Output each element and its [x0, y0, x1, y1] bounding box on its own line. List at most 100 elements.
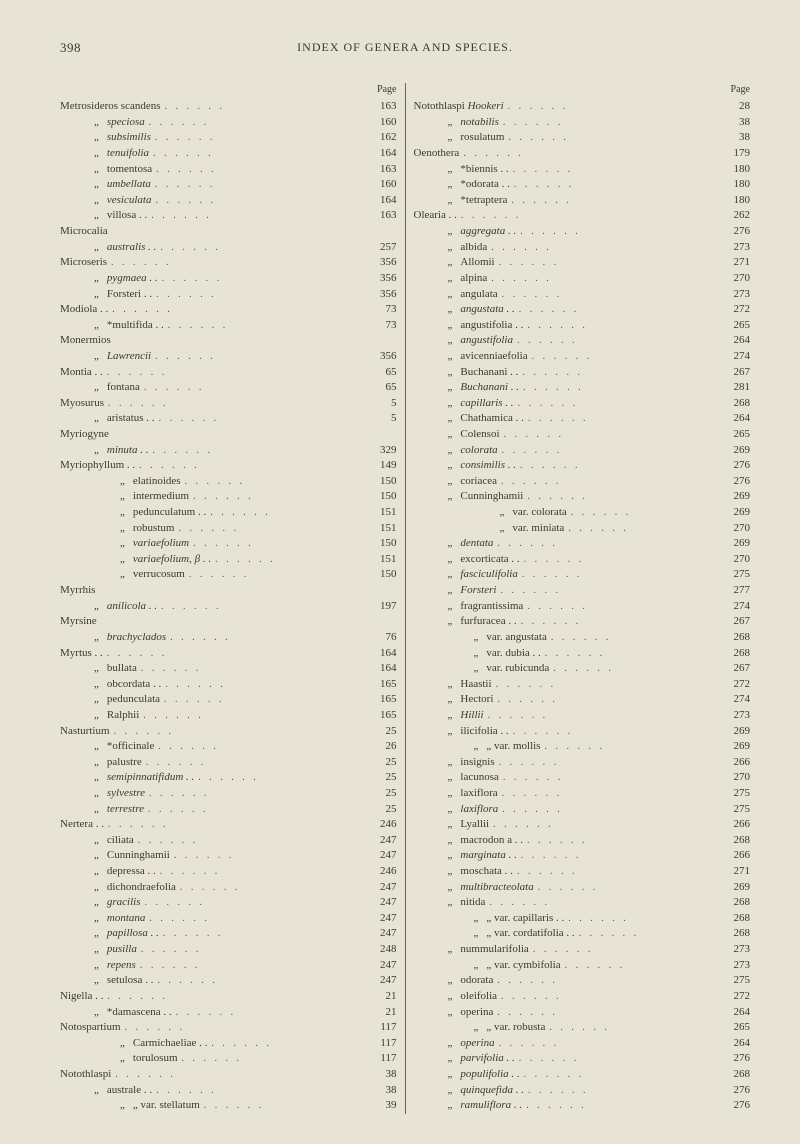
leader-dots: . . . . . . — [457, 209, 726, 223]
entry-page-number: 150 — [373, 489, 397, 505]
leader-dots: . . . . . . — [523, 490, 726, 504]
index-entry: „„ var. stellatum. . . . . .39 — [60, 1098, 397, 1114]
index-entry: „var. rubicunda. . . . . .267 — [414, 661, 751, 677]
entry-page-number: 25 — [373, 724, 397, 740]
leader-dots: . . . . . . — [200, 1099, 373, 1113]
leader-dots: . . . . . . — [206, 506, 372, 520]
index-entry: „fontana. . . . . .65 — [60, 380, 397, 396]
index-entry: „quinquefida . .. . . . . .276 — [414, 1083, 751, 1099]
entry-text: Notospartium — [60, 1020, 121, 1036]
page-header: 398 INDEX OF GENERA AND SPECIES. — [60, 40, 750, 55]
leader-dots: . . . . . . — [121, 1021, 373, 1035]
leader-dots: . . . . . . — [515, 1052, 726, 1066]
entry-text: „notabilis — [414, 115, 499, 131]
entry-text: „colorata — [414, 443, 498, 459]
leader-dots: . . . . . . — [567, 506, 726, 520]
entry-page-number: 264 — [726, 1005, 750, 1021]
entry-page-number: 276 — [726, 458, 750, 474]
index-entry: „villosa . .. . . . . .163 — [60, 208, 397, 224]
leader-dots: . . . . . . — [152, 1084, 372, 1098]
index-entry: „operina. . . . . .264 — [414, 1005, 751, 1021]
entry-text: „Allomii — [414, 255, 495, 271]
entry-text: „torulosum — [60, 1051, 178, 1067]
entry-text: „var. rubicunda — [414, 661, 550, 677]
leader-dots: . . . . . . — [520, 1068, 726, 1082]
leader-dots: . . . . . . — [134, 834, 373, 848]
entry-text: „Cunninghamii — [60, 848, 170, 864]
index-entry: „moschata . .. . . . . .271 — [414, 864, 751, 880]
index-entry: „Carmichaeliae . .. . . . . .117 — [60, 1036, 397, 1052]
entry-page-number: 160 — [373, 177, 397, 193]
entry-page-number: 38 — [726, 130, 750, 146]
index-entry: Oenothera. . . . . .179 — [414, 146, 751, 162]
leader-dots: . . . . . . — [152, 163, 372, 177]
entry-text: „*biennis . . — [414, 162, 509, 178]
leader-dots: . . . . . . — [493, 1006, 726, 1020]
entry-text: Montia . . — [60, 365, 103, 381]
entry-page-number: 272 — [726, 302, 750, 318]
leader-dots: . . . . . . — [499, 116, 726, 130]
entry-page-number: 65 — [373, 380, 397, 396]
entry-text: „obcordata . . — [60, 677, 161, 693]
index-entry: „angulata. . . . . .273 — [414, 287, 751, 303]
index-entry: „Buchanani . .. . . . . .267 — [414, 365, 751, 381]
entry-page-number: 179 — [726, 146, 750, 162]
leader-dots: . . . . . . — [178, 1052, 373, 1066]
entry-text: „var. dubia . . — [414, 646, 541, 662]
entry-page-number: 264 — [726, 1036, 750, 1052]
index-entry: „marginata . .. . . . . .266 — [414, 848, 751, 864]
entry-page-number: 270 — [726, 770, 750, 786]
index-entry: „operina. . . . . .264 — [414, 1036, 751, 1052]
entry-page-number: 164 — [373, 646, 397, 662]
leader-dots: . . . . . . — [485, 896, 726, 910]
index-entry: „fasciculifolia. . . . . .275 — [414, 567, 751, 583]
entry-text: „bullata — [60, 661, 137, 677]
entry-page-number: 269 — [726, 536, 750, 552]
leader-dots: . . . . . . — [153, 974, 372, 988]
leader-dots: . . . . . . — [541, 647, 726, 661]
index-entry: „alpina. . . . . .270 — [414, 271, 751, 287]
entry-text: „moschata . . — [414, 864, 513, 880]
index-entry: „„ var. robusta. . . . . .265 — [414, 1020, 751, 1036]
leader-dots: . . . . . . — [154, 740, 372, 754]
leader-dots: . . . . . . — [524, 412, 726, 426]
index-entry: Notospartium. . . . . .117 — [60, 1020, 397, 1036]
entry-text: Microcalia — [60, 224, 108, 240]
index-entry: „dentata. . . . . .269 — [414, 536, 751, 552]
leader-dots: . . . . . . — [498, 288, 726, 302]
entry-text: „Colensoi — [414, 427, 500, 443]
entry-page-number: 73 — [373, 302, 397, 318]
entry-text: „elatinoides — [60, 474, 181, 490]
leader-dots: . . . . . . — [513, 865, 726, 879]
entry-text: „Chathamica . . — [414, 411, 524, 427]
index-entry: „speciosa. . . . . .160 — [60, 115, 397, 131]
leader-dots: . . . . . . — [141, 896, 373, 910]
entry-text: „pygmaea . . — [60, 271, 158, 287]
index-entry: „vesiculata. . . . . .164 — [60, 193, 397, 209]
entry-text: „aggregata . . — [414, 224, 517, 240]
index-entry: „variaefolium, β . .. . . . . .151 — [60, 552, 397, 568]
index-entry: „repens. . . . . .247 — [60, 958, 397, 974]
index-entry: „sylvestre. . . . . .25 — [60, 786, 397, 802]
entry-page-number: 275 — [726, 786, 750, 802]
entry-page-number: 21 — [373, 989, 397, 1005]
index-entry: „elatinoides. . . . . .150 — [60, 474, 397, 490]
leader-dots: . . . . . . — [517, 615, 726, 629]
entry-text: „laxiflora — [414, 786, 498, 802]
index-entry: „montana. . . . . .247 — [60, 911, 397, 927]
entry-page-number: 356 — [373, 349, 397, 365]
entry-text: „„ var. capillaris . . — [414, 911, 565, 927]
entry-text: „fragrantissima — [414, 599, 524, 615]
entry-page-number: 180 — [726, 193, 750, 209]
entry-text: „insignis — [414, 755, 495, 771]
entry-text: „operina — [414, 1005, 494, 1021]
entry-text: „gracilis — [60, 895, 141, 911]
entry-page-number: 25 — [373, 770, 397, 786]
entry-page-number: 164 — [373, 661, 397, 677]
index-entry: Nigella . .. . . . . .21 — [60, 989, 397, 1005]
entry-page-number: 268 — [726, 396, 750, 412]
entry-text: Olearia . . — [414, 208, 457, 224]
leader-dots: . . . . . . — [499, 771, 726, 785]
leader-dots: . . . . . . — [500, 428, 726, 442]
index-entry: „Buchanani . .. . . . . .281 — [414, 380, 751, 396]
